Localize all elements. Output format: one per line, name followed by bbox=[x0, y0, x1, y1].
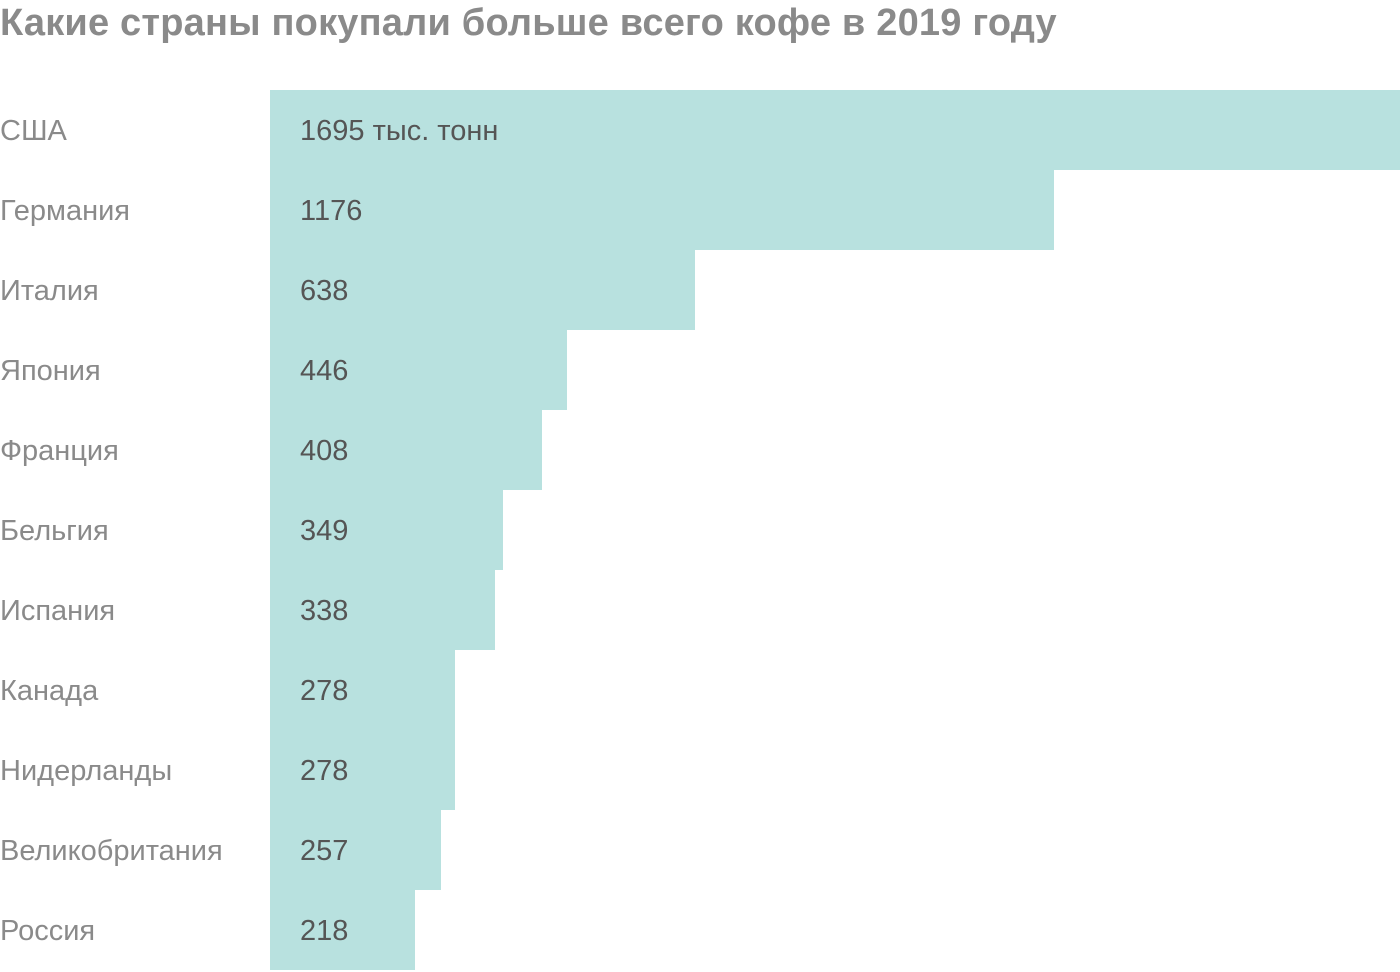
category-label: Германия bbox=[0, 195, 130, 227]
chart-title: Какие страны покупали больше всего кофе … bbox=[0, 2, 1057, 44]
value-label: 349 bbox=[300, 515, 348, 547]
value-label: 1695 тыс. тонн bbox=[300, 115, 498, 147]
bar-1 bbox=[270, 170, 1054, 250]
value-label: 638 bbox=[300, 275, 348, 307]
category-label: Великобритания bbox=[0, 835, 223, 867]
category-label: Италия bbox=[0, 275, 99, 307]
bar-0 bbox=[270, 90, 1400, 170]
value-label: 338 bbox=[300, 595, 348, 627]
category-label: Нидерланды bbox=[0, 755, 172, 787]
category-label: Япония bbox=[0, 355, 101, 387]
bar-8 bbox=[270, 730, 455, 810]
category-label: Бельгия bbox=[0, 515, 109, 547]
bar-4 bbox=[270, 410, 542, 490]
category-label: Канада bbox=[0, 675, 99, 707]
bar-7 bbox=[270, 650, 455, 730]
bar-9 bbox=[270, 810, 441, 890]
value-label: 278 bbox=[300, 675, 348, 707]
bar-5 bbox=[270, 490, 503, 570]
value-label: 218 bbox=[300, 915, 348, 947]
category-label: США bbox=[0, 115, 68, 147]
value-label: 408 bbox=[300, 435, 348, 467]
bar-2 bbox=[270, 250, 695, 330]
bar-6 bbox=[270, 570, 495, 650]
value-label: 278 bbox=[300, 755, 348, 787]
category-label: Франция bbox=[0, 435, 119, 467]
bar-10 bbox=[270, 890, 415, 970]
category-label: Россия bbox=[0, 915, 95, 947]
value-label: 446 bbox=[300, 355, 348, 387]
category-label: Испания bbox=[0, 595, 115, 627]
bar-3 bbox=[270, 330, 567, 410]
value-label: 257 bbox=[300, 835, 348, 867]
value-label: 1176 bbox=[300, 195, 362, 227]
